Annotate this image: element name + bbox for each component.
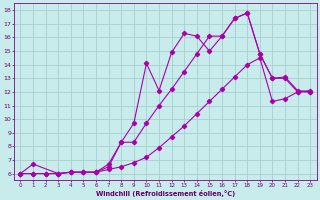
- X-axis label: Windchill (Refroidissement éolien,°C): Windchill (Refroidissement éolien,°C): [96, 190, 235, 197]
